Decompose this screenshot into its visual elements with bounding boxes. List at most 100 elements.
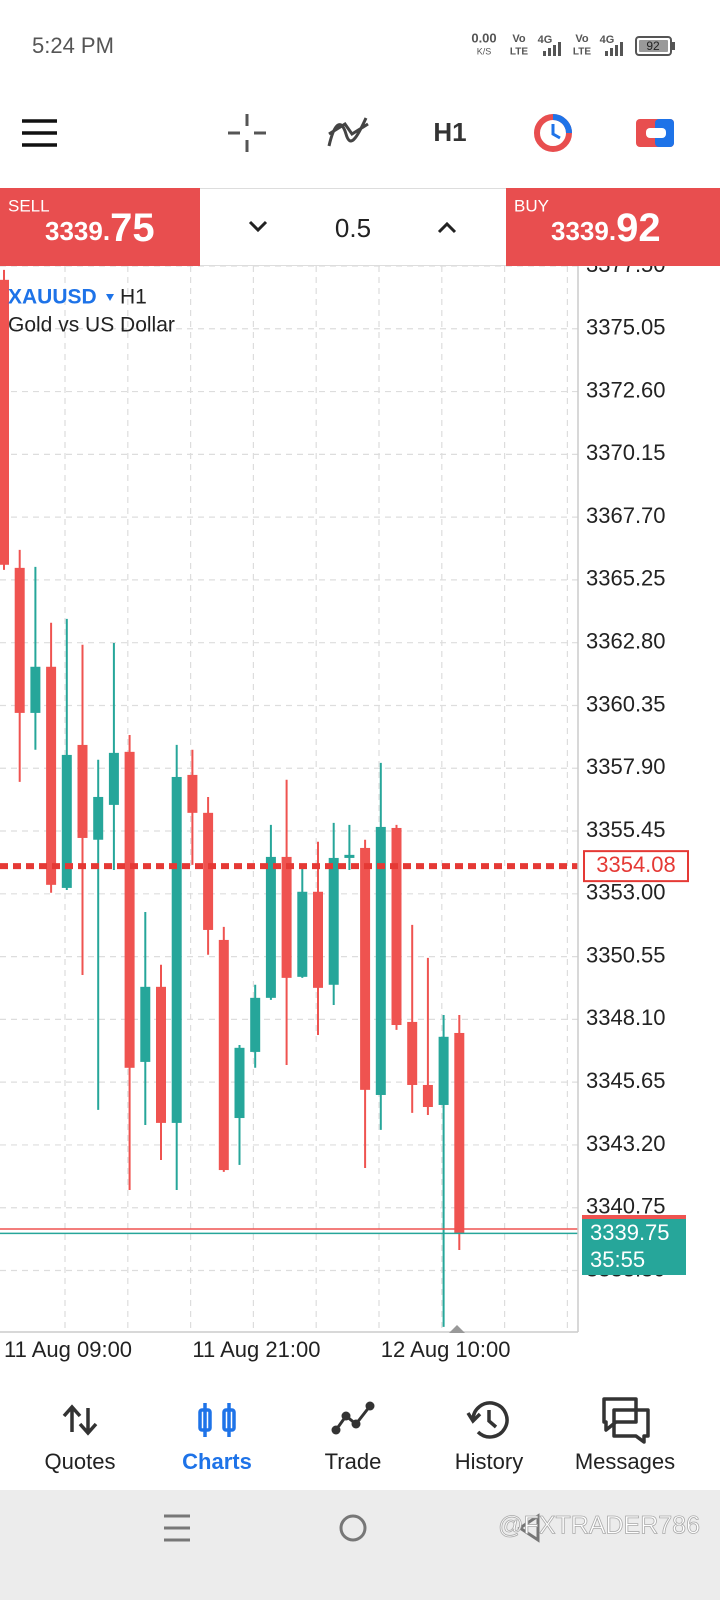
tab[interactable]: Quotes <box>45 1404 116 1474</box>
candle-body <box>265 856 276 998</box>
buy-label: BUY <box>514 196 549 215</box>
candle-body <box>407 1021 418 1085</box>
tab-icon <box>62 1404 98 1436</box>
candle-body <box>313 891 323 988</box>
one-click-button[interactable] <box>636 119 674 147</box>
candle-body <box>203 812 214 930</box>
y-tick-label: 3343.20 <box>586 1131 666 1156</box>
battery-percent: 92 <box>646 39 660 53</box>
y-tick-label: 3372.60 <box>586 377 666 402</box>
volume-down-button[interactable] <box>248 220 268 233</box>
bar-timer: 35:55 <box>590 1247 645 1272</box>
tab[interactable]: Messages <box>575 1397 675 1474</box>
tab[interactable]: Trade <box>325 1401 382 1474</box>
candle-body <box>391 827 402 1026</box>
candle-body <box>344 854 355 858</box>
candle-body <box>328 857 339 985</box>
tab-label: Charts <box>182 1449 252 1474</box>
toggle-knob <box>646 128 666 138</box>
tab-icon <box>198 1408 212 1432</box>
sim-label: Vo <box>575 33 589 45</box>
back-button[interactable] <box>517 1513 540 1543</box>
tab[interactable]: History <box>455 1401 523 1474</box>
price-tail: 75 <box>110 206 155 250</box>
y-tick-label: 3370.15 <box>586 440 666 465</box>
candle-body <box>297 891 308 977</box>
watermark: @FXTRADER786 <box>498 1512 700 1540</box>
price-head: 3339. <box>551 216 616 246</box>
battery-icon <box>635 36 672 56</box>
candle-body <box>422 1084 433 1108</box>
y-tick-label: 3345.65 <box>586 1068 666 1093</box>
candle-body <box>108 752 119 805</box>
volume-up-button[interactable] <box>437 221 457 234</box>
sell-button[interactable]: SELL 3339.75 <box>0 188 200 266</box>
indicators-button[interactable] <box>327 117 369 147</box>
crosshair-button[interactable] <box>228 114 266 152</box>
buy-price: 3339.92 <box>551 206 661 250</box>
sim-label: Vo <box>512 33 526 45</box>
current-bar-marker <box>449 1325 465 1333</box>
tab-icon <box>341 1411 351 1421</box>
candle-body <box>140 986 151 1062</box>
tab-icon <box>331 1425 341 1435</box>
signal-icon <box>543 42 561 56</box>
candle-body <box>438 1036 449 1105</box>
y-tick-label: 3365.25 <box>586 566 666 591</box>
tab-label: Quotes <box>45 1449 116 1474</box>
x-tick-label: 11 Aug 21:00 <box>192 1337 320 1362</box>
order-price-label: 3354.08 <box>596 852 676 877</box>
indicators-icon <box>327 117 369 147</box>
candle-body <box>454 1032 465 1234</box>
candle-body <box>375 826 386 1095</box>
tab-bar <box>0 1370 720 1490</box>
x-tick-label: 11 Aug 09:00 <box>4 1337 132 1362</box>
clock-icon-arc <box>552 114 572 134</box>
trade-button[interactable] <box>534 114 572 152</box>
menu-icon <box>22 119 57 147</box>
candle-body <box>77 744 88 838</box>
candle-body <box>124 751 135 1068</box>
bid-price-box <box>582 1218 686 1275</box>
signal-icon <box>605 42 623 56</box>
clock-hands <box>551 124 561 140</box>
timeframe-button[interactable]: H1 <box>433 117 466 147</box>
tab-icon <box>602 1397 650 1444</box>
candle-body <box>14 567 25 713</box>
order-price-box <box>583 850 689 883</box>
tab-label: Trade <box>325 1449 382 1474</box>
status-bar <box>0 0 720 90</box>
chart: 3377.503375.053372.603370.153367.703365.… <box>0 252 666 1362</box>
battery-tip <box>672 42 675 50</box>
buy-button[interactable]: BUY 3339.92 <box>506 188 720 266</box>
clock: 5:24 PM <box>32 33 114 58</box>
home-button[interactable] <box>339 1514 367 1542</box>
y-tick-label: 3362.80 <box>586 629 666 654</box>
net-speed: 0.00 <box>471 30 496 45</box>
sim-label: LTE <box>573 47 591 58</box>
y-tick-label: 3375.05 <box>586 315 666 340</box>
recent-apps-button[interactable] <box>164 1514 190 1542</box>
y-tick-label: 3353.00 <box>586 880 666 905</box>
volume-field[interactable]: 0.5 <box>335 213 371 243</box>
tab[interactable]: Charts <box>182 1403 252 1474</box>
menu-button[interactable] <box>22 119 57 147</box>
price-tail: 92 <box>616 206 661 250</box>
candle-body <box>46 666 57 885</box>
tab-icon <box>351 1419 361 1429</box>
battery-level <box>639 40 668 52</box>
crosshair-icon <box>228 114 266 152</box>
y-tick-label: 3340.75 <box>586 1194 666 1219</box>
sell-price: 3339.75 <box>45 206 155 250</box>
x-tick-label: 12 Aug 10:00 <box>381 1337 511 1362</box>
y-tick-label: 3357.90 <box>586 754 666 779</box>
net-speed-unit: K/S <box>477 46 492 56</box>
price-head: 3339. <box>45 216 110 246</box>
symbol[interactable]: XAUUSD <box>8 286 97 309</box>
bid-price-label: 3339.75 <box>590 1220 670 1245</box>
tab-icon <box>334 1405 372 1431</box>
sim-net: 4G <box>600 34 615 46</box>
candle-body <box>250 997 261 1052</box>
